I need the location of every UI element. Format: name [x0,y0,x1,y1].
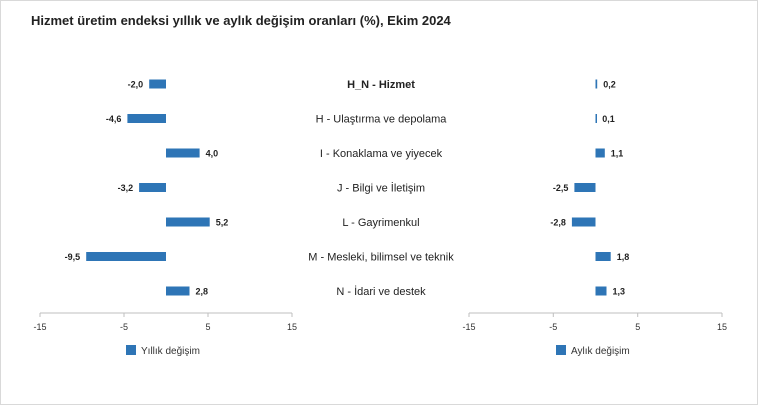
annual-data-label: -4,6 [106,114,122,124]
monthly-bar [571,217,596,227]
annual-tick-label: -15 [33,322,46,332]
annual-bar [86,252,166,261]
monthly-data-label: 1,1 [611,149,624,159]
monthly-tick-label: -15 [462,322,475,332]
annual-legend-label: Yıllık değişim [141,346,200,357]
annual-tick-label: 15 [287,322,297,332]
monthly-bar [595,114,597,123]
annual-tick-label: 5 [205,322,210,332]
annual-bar [166,148,200,158]
monthly-data-label: 0,2 [603,80,616,90]
annual-bar [166,286,190,296]
monthly-bar [574,183,596,192]
annual-data-label: -3,2 [118,183,134,193]
monthly-legend-label: Aylık değişim [571,346,630,357]
monthly-data-label: 1,8 [617,252,630,262]
annual-bar [166,217,210,227]
annual-data-label: 2,8 [196,287,209,297]
monthly-data-label: 0,1 [602,114,615,124]
monthly-tick-label: 5 [635,322,640,332]
annual-tick-label: -5 [120,322,128,332]
monthly-bar [595,252,611,261]
monthly-bar [595,148,605,158]
category-label: H_N - Hizmet [347,79,415,91]
category-label: N - İdari ve destek [336,285,426,298]
annual-bar [127,114,166,123]
monthly-bar [595,79,598,89]
monthly-tick-label: -5 [549,322,557,332]
annual-data-label: -9,5 [65,252,81,262]
category-label: H - Ulaştırma ve depolama [316,114,448,126]
annual-data-label: -2,0 [128,80,144,90]
annual-bar [139,183,166,192]
annual-bar [149,79,166,89]
monthly-legend-swatch [556,345,566,355]
monthly-tick-label: 15 [717,322,727,332]
monthly-data-label: -2,8 [550,218,566,228]
monthly-data-label: -2,5 [553,183,569,193]
annual-legend-swatch [126,345,136,355]
category-label: M - Mesleki, bilimsel ve teknik [308,252,454,264]
category-label: J - Bilgi ve İletişim [337,182,425,195]
chart-title: Hizmet üretim endeksi yıllık ve aylık de… [31,13,451,28]
category-label: L - Gayrimenkul [342,217,419,229]
monthly-bar [595,286,607,296]
monthly-data-label: 1,3 [613,287,626,297]
annual-data-label: 4,0 [206,149,219,159]
category-label: I - Konaklama ve yiyecek [320,148,443,160]
annual-data-label: 5,2 [216,218,229,228]
